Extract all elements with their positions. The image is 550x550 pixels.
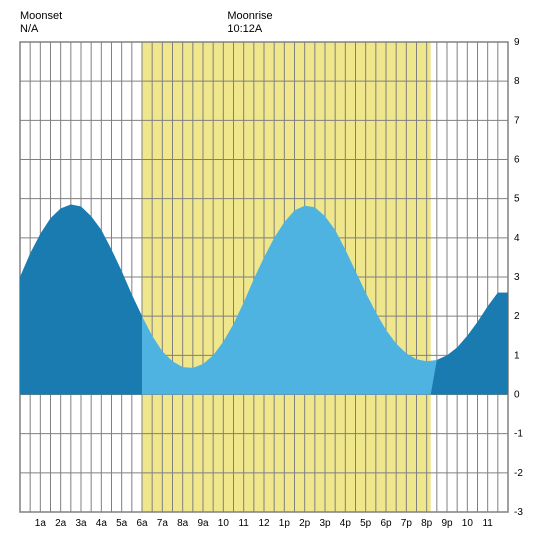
y-tick-label: 3 bbox=[514, 272, 520, 283]
x-tick-label: 11 bbox=[482, 518, 493, 529]
y-tick-label: 7 bbox=[514, 115, 520, 126]
moonset-value: N/A bbox=[20, 23, 62, 36]
moonrise-label: Moonrise 10:12A bbox=[227, 10, 272, 36]
moonset-title: Moonset bbox=[20, 10, 62, 22]
moonrise-value: 10:12A bbox=[227, 23, 272, 36]
x-tick-label: 4p bbox=[340, 518, 352, 529]
y-tick-label: 6 bbox=[514, 155, 520, 166]
x-tick-label: 2p bbox=[299, 518, 311, 529]
y-tick-label: 8 bbox=[514, 76, 520, 87]
x-tick-label: 1a bbox=[35, 518, 47, 529]
tide-chart: Moonset N/A Moonrise 10:12A -3-2-1012345… bbox=[10, 10, 540, 540]
x-tick-label: 7p bbox=[401, 518, 413, 529]
x-tick-label: 6p bbox=[380, 518, 392, 529]
x-tick-label: 6a bbox=[136, 518, 148, 529]
y-tick-label: 4 bbox=[514, 233, 520, 244]
y-tick-label: 5 bbox=[514, 194, 520, 205]
x-tick-label: 8p bbox=[421, 518, 433, 529]
x-tick-label: 3a bbox=[75, 518, 87, 529]
moonrise-title: Moonrise bbox=[227, 10, 272, 22]
x-tick-label: 3p bbox=[319, 518, 331, 529]
x-tick-label: 9p bbox=[441, 518, 453, 529]
x-tick-label: 10 bbox=[218, 518, 230, 529]
x-tick-label: 7a bbox=[157, 518, 169, 529]
x-tick-label: 2a bbox=[55, 518, 67, 529]
y-tick-label: 0 bbox=[514, 390, 520, 401]
chart-header: Moonset N/A Moonrise 10:12A bbox=[10, 10, 540, 40]
chart-svg: -3-2-101234567891a2a3a4a5a6a7a8a9a101112… bbox=[10, 10, 540, 540]
x-tick-label: 10 bbox=[462, 518, 474, 529]
x-tick-label: 5p bbox=[360, 518, 372, 529]
y-tick-label: -2 bbox=[514, 468, 523, 479]
y-tick-label: 1 bbox=[514, 350, 520, 361]
moonset-label: Moonset N/A bbox=[20, 10, 62, 36]
x-tick-label: 8a bbox=[177, 518, 189, 529]
x-tick-label: 12 bbox=[258, 518, 270, 529]
y-tick-label: -1 bbox=[514, 429, 523, 440]
x-tick-label: 4a bbox=[96, 518, 108, 529]
y-tick-label: -3 bbox=[514, 507, 523, 518]
x-tick-label: 5a bbox=[116, 518, 128, 529]
x-tick-label: 1p bbox=[279, 518, 291, 529]
y-tick-label: 2 bbox=[514, 311, 520, 322]
x-tick-label: 11 bbox=[238, 518, 249, 529]
x-tick-label: 9a bbox=[197, 518, 209, 529]
